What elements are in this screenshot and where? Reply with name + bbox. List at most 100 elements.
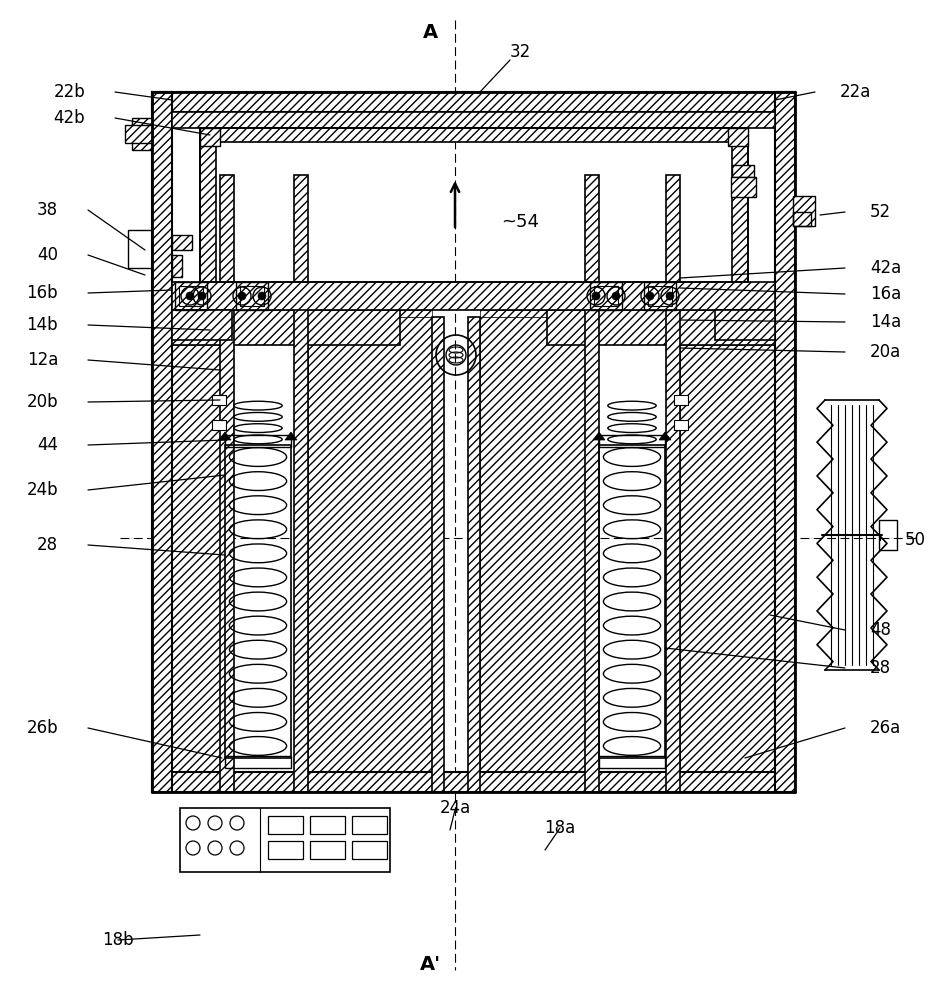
Bar <box>547 310 775 345</box>
Polygon shape <box>659 432 671 440</box>
Text: 22b: 22b <box>53 83 85 101</box>
Text: A: A <box>423 22 438 41</box>
Polygon shape <box>593 432 605 440</box>
Bar <box>236 282 268 310</box>
Bar <box>352 841 387 859</box>
Bar <box>180 808 390 872</box>
Bar <box>128 230 152 268</box>
Text: 16a: 16a <box>870 285 902 303</box>
Text: 50: 50 <box>905 531 926 549</box>
Circle shape <box>612 292 620 300</box>
Text: 52: 52 <box>870 203 891 221</box>
Bar <box>200 128 748 142</box>
Text: 24a: 24a <box>439 799 470 817</box>
Bar <box>212 420 226 430</box>
Text: 44: 44 <box>37 436 58 454</box>
Circle shape <box>258 292 266 300</box>
Bar <box>268 816 303 834</box>
Bar <box>225 756 291 768</box>
Bar <box>125 125 152 143</box>
Bar <box>212 395 226 405</box>
Bar <box>599 445 665 758</box>
Bar <box>793 196 815 226</box>
Bar <box>732 128 748 282</box>
Text: ~54: ~54 <box>501 213 539 231</box>
Bar <box>268 841 303 859</box>
Text: A': A' <box>419 956 441 974</box>
Bar <box>793 212 811 226</box>
Bar <box>172 112 775 128</box>
Bar <box>308 317 432 792</box>
Text: 18a: 18a <box>544 819 575 837</box>
Text: 42b: 42b <box>53 109 85 127</box>
Bar <box>585 175 599 792</box>
Polygon shape <box>219 432 231 440</box>
Text: 48: 48 <box>870 621 891 639</box>
Bar <box>732 165 754 177</box>
Bar <box>594 286 618 306</box>
Text: 16b: 16b <box>26 284 58 302</box>
Bar <box>644 282 676 310</box>
Text: 28: 28 <box>37 536 58 554</box>
Bar <box>172 345 220 792</box>
Bar <box>310 841 345 859</box>
Circle shape <box>198 292 206 300</box>
Text: 38: 38 <box>37 201 58 219</box>
Bar <box>172 255 182 277</box>
Bar <box>715 310 775 340</box>
Bar <box>879 520 897 550</box>
Text: 40: 40 <box>37 246 58 264</box>
Bar <box>480 317 585 792</box>
Text: 22a: 22a <box>840 83 871 101</box>
Text: 26b: 26b <box>26 719 58 737</box>
Bar <box>172 235 192 250</box>
Bar <box>172 282 775 310</box>
Bar <box>728 128 748 146</box>
Bar <box>352 816 387 834</box>
Bar <box>225 445 291 758</box>
Bar <box>432 317 444 792</box>
Bar <box>775 92 795 792</box>
Circle shape <box>646 292 654 300</box>
Text: 18b: 18b <box>102 931 133 949</box>
Bar <box>179 286 203 306</box>
Polygon shape <box>285 432 297 440</box>
Bar <box>172 310 400 345</box>
Bar <box>200 128 220 146</box>
Bar <box>225 435 291 447</box>
Text: 14a: 14a <box>870 313 902 331</box>
Bar <box>648 286 672 306</box>
Bar <box>152 92 795 112</box>
Bar <box>599 435 665 447</box>
Bar <box>674 395 688 405</box>
Text: 12a: 12a <box>26 351 58 369</box>
Circle shape <box>592 292 600 300</box>
Bar <box>200 128 216 282</box>
Bar <box>220 175 234 792</box>
Text: 28: 28 <box>870 659 891 677</box>
Bar <box>680 345 775 792</box>
Text: 42a: 42a <box>870 259 902 277</box>
Bar <box>310 816 345 834</box>
Text: 20b: 20b <box>26 393 58 411</box>
Circle shape <box>238 292 246 300</box>
Bar <box>666 175 680 792</box>
Circle shape <box>666 292 674 300</box>
Bar <box>674 420 688 430</box>
Text: 14b: 14b <box>26 316 58 334</box>
Bar <box>240 286 264 306</box>
Bar <box>172 310 232 340</box>
Bar <box>468 317 480 792</box>
Text: 32: 32 <box>510 43 532 61</box>
Bar <box>152 92 172 792</box>
Text: 24b: 24b <box>26 481 58 499</box>
Bar <box>294 175 308 792</box>
Text: 26a: 26a <box>870 719 902 737</box>
Text: 20a: 20a <box>870 343 902 361</box>
Circle shape <box>186 292 194 300</box>
Bar <box>590 282 622 310</box>
Bar <box>308 310 432 317</box>
Bar <box>480 310 585 317</box>
Bar <box>731 177 756 197</box>
Bar <box>152 772 795 792</box>
